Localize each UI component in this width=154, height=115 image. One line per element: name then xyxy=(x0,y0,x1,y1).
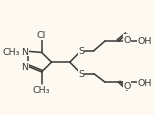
Text: N: N xyxy=(21,47,28,56)
Text: O: O xyxy=(123,81,131,90)
Text: CH₃: CH₃ xyxy=(3,47,20,56)
Text: O: O xyxy=(123,35,131,44)
Text: CH₃: CH₃ xyxy=(33,85,50,94)
Text: OH: OH xyxy=(138,37,152,46)
Text: OH: OH xyxy=(138,78,152,87)
Text: Cl: Cl xyxy=(37,31,46,40)
Text: S: S xyxy=(78,47,84,56)
Text: N: N xyxy=(21,62,28,71)
Text: S: S xyxy=(78,69,84,78)
